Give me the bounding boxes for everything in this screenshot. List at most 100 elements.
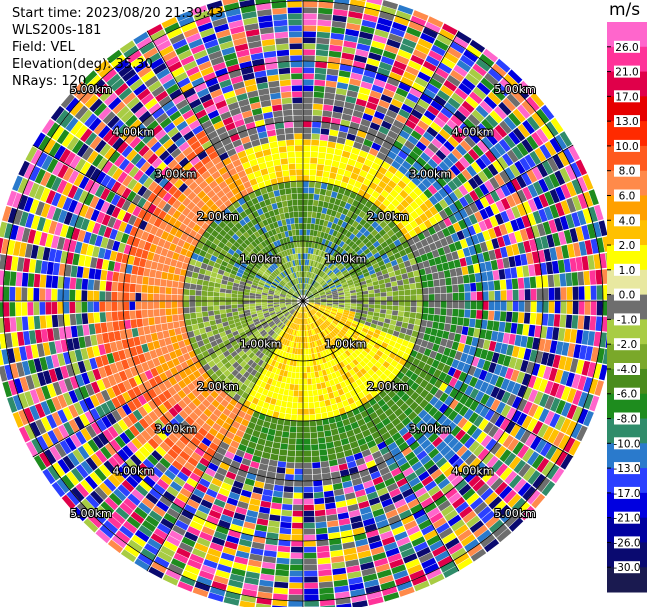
velocity-bin [577,391,588,408]
velocity-bin [290,61,302,68]
velocity-bin [364,579,379,588]
velocity-bin [83,359,92,372]
velocity-bin [84,335,92,348]
velocity-bin [287,395,293,402]
velocity-bin [213,310,220,315]
velocity-bin [347,460,357,469]
velocity-bin [527,418,538,432]
velocity-bin [131,534,147,548]
velocity-bin [276,557,290,565]
velocity-bin [423,563,439,575]
velocity-bin [407,498,420,509]
velocity-bin [332,302,339,305]
velocity-bin [474,390,485,403]
velocity-bin [499,365,508,378]
velocity-bin [268,320,274,326]
velocity-bin [198,442,209,452]
velocity-bin [375,325,383,331]
velocity-bin [187,559,202,570]
velocity-bin [413,405,424,415]
velocity-bin [291,372,296,379]
velocity-bin [350,588,366,597]
velocity-bin [340,413,348,421]
velocity-bin [324,329,330,335]
velocity-bin [337,388,345,396]
velocity-bin [322,323,327,329]
velocity-bin [225,329,232,335]
velocity-bin [117,484,131,497]
velocity-bin [277,418,285,426]
velocity-bin [346,565,361,573]
velocity-bin [322,110,333,118]
velocity-bin [19,376,30,392]
velocity-bin [68,390,79,404]
velocity-bin [353,317,360,323]
velocity-bin [289,43,302,50]
velocity-bin [481,510,496,524]
velocity-bin [443,374,453,385]
velocity-bin [314,304,320,307]
velocity-bin [355,328,362,334]
velocity-bin [323,322,329,328]
velocity-bin [520,505,535,521]
velocity-bin [477,506,492,520]
velocity-bin [306,366,311,373]
velocity-bin [477,338,485,349]
velocity-bin [464,301,471,310]
velocity-bin [200,499,213,509]
velocity-bin [289,576,303,583]
velocity-bin [214,377,223,386]
velocity-bin [384,408,394,417]
velocity-bin [233,318,241,324]
velocity-bin [298,253,301,260]
velocity-bin [227,445,238,455]
velocity-bin [398,542,413,553]
velocity-bin [407,564,423,575]
velocity-bin [291,408,298,415]
velocity-bin [356,303,363,307]
velocity-bin [215,417,225,427]
velocity-bin [171,301,178,308]
velocity-bin [421,313,428,321]
velocity-bin [405,369,414,378]
velocity-bin [193,329,201,337]
velocity-bin [267,74,279,82]
velocity-bin [290,564,303,571]
velocity-bin [434,301,441,308]
velocity-bin [536,301,543,313]
velocity-bin [432,452,444,464]
velocity-bin [365,585,381,594]
velocity-bin [308,199,314,206]
velocity-bin [256,325,263,331]
velocity-bin [253,330,260,336]
velocity-bin [286,377,291,384]
velocity-bin [303,79,314,86]
velocity-bin [587,362,597,378]
velocity-bin [278,146,287,153]
velocity-bin [397,311,404,317]
velocity-bin [69,289,76,301]
velocity-bin [314,301,321,303]
velocity-bin [333,301,339,303]
velocity-bin [329,44,343,52]
velocity-bin [445,316,452,324]
velocity-bin [297,402,303,409]
velocity-bin [267,358,273,365]
velocity-bin [293,342,297,348]
velocity-bin [284,312,290,317]
velocity-bin [264,154,273,162]
velocity-bin [135,364,144,374]
velocity-bin [518,463,531,478]
velocity-bin [454,479,468,492]
velocity-bin [183,338,191,346]
velocity-bin [303,342,306,349]
velocity-bin [181,332,189,340]
velocity-bin [303,139,311,146]
velocity-bin [410,382,420,391]
velocity-bin [208,592,224,602]
velocity-bin [550,397,561,412]
velocity-bin [137,553,153,566]
velocity-bin [81,278,89,290]
velocity-bin [409,425,420,436]
